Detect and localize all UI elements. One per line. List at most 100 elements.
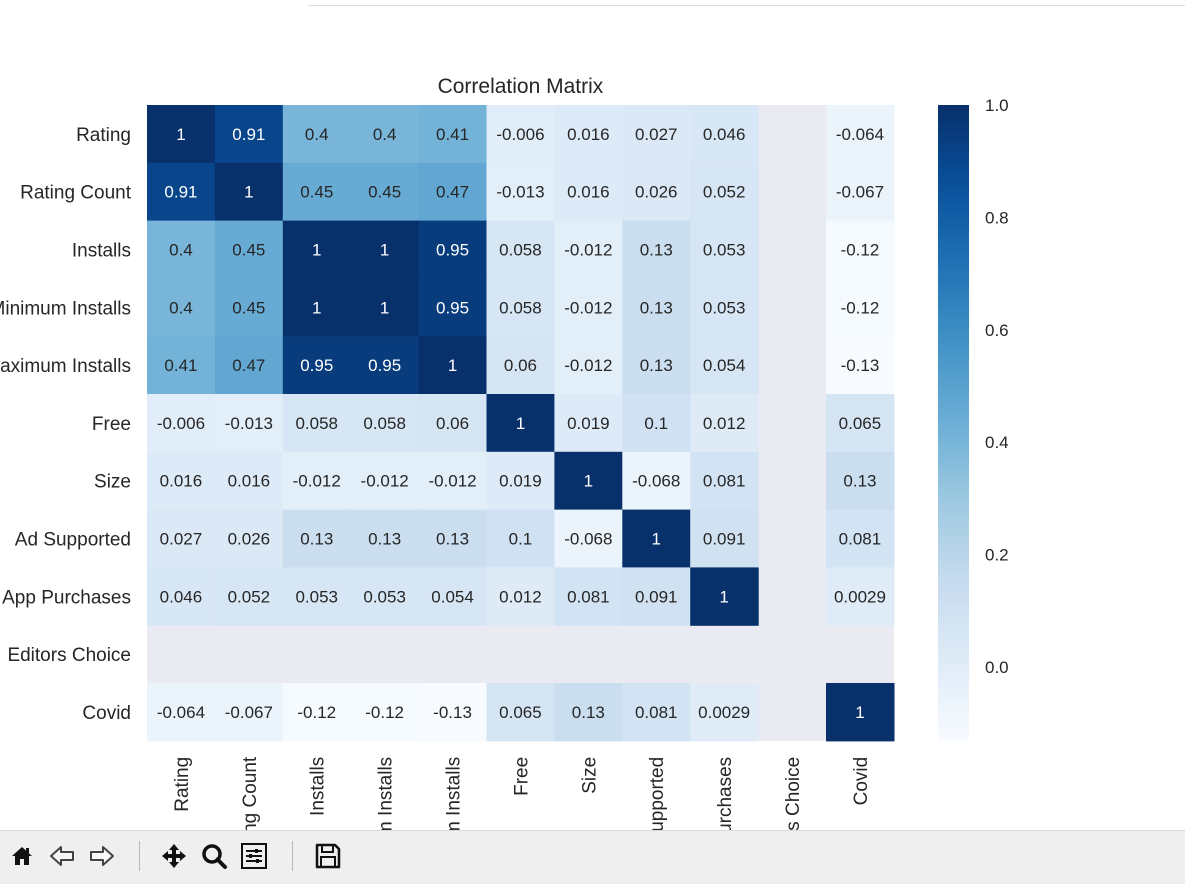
- cell-annotation: 0.13: [640, 356, 673, 375]
- cell-annotation: 0.054: [703, 356, 746, 375]
- cell-annotation: 0.13: [640, 241, 673, 260]
- cell-annotation: 0.012: [499, 587, 542, 606]
- cell-annotation: 0.41: [436, 125, 469, 144]
- colorbar-tick-label: 1.0: [985, 96, 1009, 115]
- cell-annotation: 0.081: [567, 587, 610, 606]
- cell-annotation: -0.068: [632, 472, 680, 491]
- cell-annotation: 0.058: [499, 241, 542, 260]
- heatmap-cell: [350, 509, 420, 568]
- heatmap-cell: [826, 220, 895, 279]
- cell-annotation: 0.95: [436, 298, 469, 317]
- y-tick-label: Installs: [72, 241, 131, 262]
- pan-button[interactable]: [158, 839, 190, 873]
- heatmap-cell: [826, 683, 895, 742]
- heatmap-cell: [690, 105, 759, 164]
- y-tick-label: In App Purchases: [0, 587, 131, 608]
- heatmap-cell: [622, 451, 691, 511]
- cell-annotation: 1: [652, 530, 661, 549]
- cell-annotation: 0.026: [228, 530, 271, 549]
- heatmap-cell: [826, 451, 895, 511]
- heatmap-cell: [147, 509, 216, 568]
- back-button[interactable]: [46, 839, 78, 873]
- configure-subplots-button[interactable]: [238, 839, 270, 873]
- heatmap-cell: [826, 567, 895, 626]
- cell-annotation: -0.013: [496, 183, 544, 202]
- colorbar: [938, 105, 969, 740]
- cell-annotation: 1: [380, 298, 389, 317]
- cell-annotation: 0.1: [644, 414, 668, 433]
- heatmap-cell: [418, 278, 488, 337]
- y-tick-label: Editors Choice: [7, 645, 131, 666]
- x-tick-label: Rating: [172, 757, 193, 812]
- heatmap-cell: [690, 336, 759, 395]
- heatmap-cell: [282, 451, 352, 511]
- cell-annotation: 0.45: [232, 241, 265, 260]
- cell-annotation: -0.012: [428, 472, 476, 491]
- cell-annotation: 0.019: [499, 472, 542, 491]
- heatmap-cell: [418, 683, 488, 742]
- cell-annotation: 0.016: [567, 125, 610, 144]
- heatmap-cell: [486, 278, 555, 337]
- heatmap-cell: [282, 509, 352, 568]
- cell-annotation: 0.41: [164, 356, 197, 375]
- cell-annotation: 0.1: [509, 530, 533, 549]
- cell-annotation: 0.026: [635, 183, 678, 202]
- y-tick-label: Maximum Installs: [0, 356, 131, 377]
- cell-annotation: -0.012: [564, 356, 612, 375]
- cell-annotation: 0.47: [436, 183, 469, 202]
- cell-annotation: 0.95: [368, 356, 401, 375]
- cell-annotation: -0.012: [361, 472, 409, 491]
- x-tick-label: Size: [579, 757, 600, 794]
- y-tick-label: Free: [92, 414, 131, 435]
- heatmap-cell: [147, 220, 216, 279]
- zoom-button[interactable]: [198, 839, 230, 873]
- cell-annotation: 0.019: [567, 414, 610, 433]
- heatmap-cell: [282, 162, 352, 222]
- heatmap-cell: [486, 105, 555, 164]
- forward-button[interactable]: [86, 839, 118, 873]
- heatmap-cell: [350, 451, 420, 511]
- colorbar-tick-label: 0.8: [985, 208, 1009, 227]
- cell-annotation: 0.13: [368, 530, 401, 549]
- heatmap-cell: [350, 567, 420, 626]
- save-button[interactable]: [312, 839, 344, 873]
- cell-annotation: -0.067: [225, 703, 273, 722]
- cell-annotation: 0.081: [635, 703, 678, 722]
- heatmap-cell: [622, 394, 691, 453]
- heatmap-cell: [690, 509, 759, 568]
- cell-annotation: 1: [584, 472, 593, 491]
- heatmap-cell: [282, 394, 352, 453]
- heatmap-cell: [147, 451, 216, 511]
- cell-annotation: 1: [244, 183, 253, 202]
- heatmap-cell: [147, 162, 216, 222]
- sliders-icon: [241, 843, 267, 869]
- y-tick-label: Minimum Installs: [0, 298, 131, 319]
- heatmap-cell: [690, 567, 759, 626]
- heatmap-cell: [554, 683, 623, 742]
- chart-title: Correlation Matrix: [438, 75, 604, 98]
- cell-annotation: -0.013: [225, 414, 273, 433]
- heatmap-cell: [486, 509, 555, 568]
- cell-annotation: 0.058: [295, 414, 338, 433]
- home-button[interactable]: [6, 839, 38, 873]
- cell-annotation: 0.081: [839, 530, 882, 549]
- y-tick-label: Ad Supported: [15, 530, 131, 551]
- heatmap-cell: [622, 336, 691, 395]
- cell-annotation: 0.054: [431, 587, 474, 606]
- heatmap-cell: [214, 162, 284, 222]
- y-tick-label: Size: [94, 472, 131, 493]
- cell-annotation: 1: [312, 298, 321, 317]
- heatmap-cell: [486, 451, 555, 511]
- heatmap-cell: [554, 105, 623, 164]
- heatmap-cell: [826, 509, 895, 568]
- heatmap-cell: [350, 394, 420, 453]
- heatmap-cell: [554, 278, 623, 337]
- toolbar-separator: [139, 841, 140, 871]
- heatmap-cell: [147, 278, 216, 337]
- cell-annotation: 0.4: [373, 125, 397, 144]
- x-tick-label: Minimum Installs: [376, 757, 397, 830]
- cell-annotation: -0.12: [841, 298, 880, 317]
- heatmap-cell: [147, 683, 216, 742]
- cell-annotation: -0.12: [841, 241, 880, 260]
- cell-annotation: 0.091: [703, 530, 746, 549]
